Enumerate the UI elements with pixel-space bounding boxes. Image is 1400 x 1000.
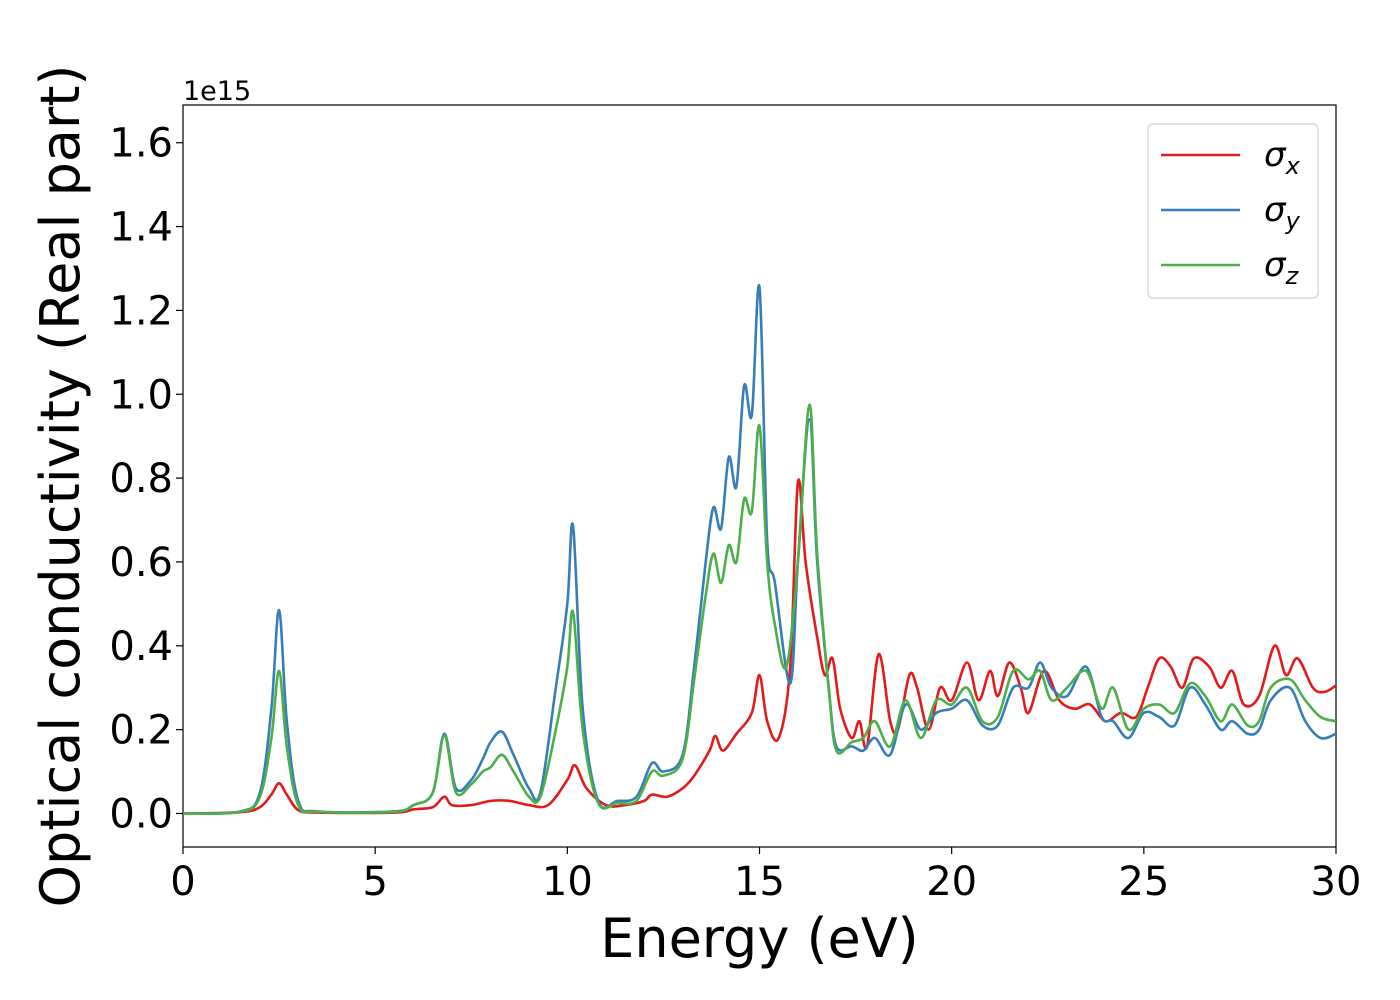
series-line-y bbox=[183, 283, 1336, 815]
legend: σx σy σz bbox=[1147, 123, 1319, 299]
y-tick-label: 1.4 bbox=[109, 205, 173, 251]
series-layer bbox=[183, 283, 1336, 815]
y-tick-label: 0.4 bbox=[109, 624, 173, 670]
y-tick-label: 1.0 bbox=[109, 372, 173, 418]
legend-entry: σy bbox=[1264, 190, 1301, 235]
x-tick-label: 25 bbox=[1118, 859, 1169, 905]
x-axis-ticks: 0 5 10 15 20 25 30 bbox=[170, 847, 1361, 905]
y-axis-label: Optical conductivity (Real part) bbox=[29, 65, 92, 908]
y-tick-label: 0.2 bbox=[109, 708, 173, 754]
x-tick-label: 5 bbox=[362, 859, 387, 905]
y-tick-label: 1.6 bbox=[109, 121, 173, 167]
x-tick-label: 10 bbox=[542, 859, 593, 905]
y-axis-ticks: 0.0 0.2 0.4 0.6 0.8 1.0 1.2 1.4 1.6 bbox=[109, 121, 183, 837]
series-line-z bbox=[183, 403, 1336, 815]
x-tick-label: 30 bbox=[1311, 859, 1362, 905]
y-tick-label: 0.8 bbox=[109, 456, 173, 502]
x-tick-label: 0 bbox=[170, 859, 195, 905]
y-tick-label: 1.2 bbox=[109, 288, 173, 334]
x-tick-label: 15 bbox=[734, 859, 785, 905]
y-tick-label: 0.6 bbox=[109, 540, 173, 586]
x-tick-label: 20 bbox=[926, 859, 977, 905]
legend-entry: σx bbox=[1264, 135, 1301, 180]
series-line-x bbox=[183, 478, 1336, 815]
y-offset-label: 1e15 bbox=[183, 76, 251, 107]
legend-entry: σz bbox=[1264, 245, 1300, 290]
y-tick-label: 0.0 bbox=[109, 791, 173, 837]
x-axis-label: Energy (eV) bbox=[600, 907, 919, 970]
